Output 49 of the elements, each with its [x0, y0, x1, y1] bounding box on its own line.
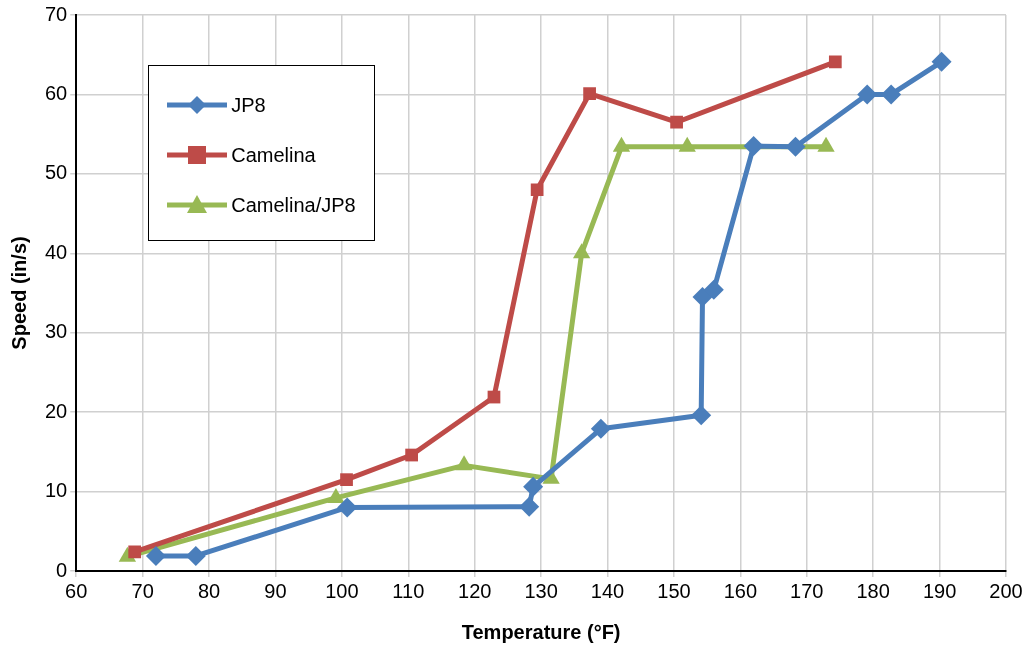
y-tick-label: 30	[45, 320, 68, 343]
point	[145, 545, 166, 566]
x-axis-title: Temperature (°F)	[461, 620, 621, 643]
point	[691, 405, 712, 426]
point	[703, 279, 724, 300]
x-tick-label: 160	[723, 579, 758, 602]
y-tick-label: 60	[45, 81, 68, 104]
x-tick-label: 60	[65, 579, 88, 602]
x-tick-label: 130	[524, 579, 558, 602]
y-tick-label: 70	[45, 2, 68, 25]
point	[881, 84, 902, 105]
point	[931, 51, 952, 72]
point	[583, 87, 596, 100]
x-tick-label: 100	[325, 579, 359, 602]
x-tick-label: 200	[989, 579, 1023, 602]
point	[670, 115, 683, 129]
legend-label: JP8	[231, 93, 266, 117]
y-axis-title: Speed (in/s)	[7, 236, 30, 350]
point	[519, 496, 540, 517]
point	[340, 473, 353, 487]
point	[785, 136, 806, 157]
x-tick-label: 170	[790, 579, 824, 602]
x-tick-label: 70	[131, 579, 154, 602]
x-tick-label: 120	[458, 579, 492, 602]
legend-label: Camelina	[231, 143, 316, 167]
point	[405, 448, 418, 462]
point	[128, 545, 142, 559]
y-tick-label: 40	[45, 240, 68, 263]
point	[692, 286, 713, 307]
y-tick-label: 0	[56, 558, 68, 581]
point	[337, 497, 358, 518]
y-tick-label: 50	[45, 161, 68, 184]
point	[185, 545, 206, 566]
point	[590, 418, 611, 439]
x-tick-label: 110	[392, 579, 425, 602]
legend-label: Camelina/JP8	[231, 193, 356, 217]
point	[828, 55, 842, 69]
y-tick-label: 10	[45, 479, 68, 502]
x-tick-label: 80	[197, 579, 221, 602]
point	[857, 84, 878, 105]
x-tick-label: 180	[856, 579, 890, 602]
y-tick-label: 20	[45, 399, 68, 422]
x-tick-label: 90	[264, 579, 287, 602]
x-tick-label: 190	[922, 579, 957, 602]
x-tick-label: 140	[590, 579, 625, 602]
point	[743, 136, 764, 157]
point	[523, 476, 544, 497]
point	[530, 183, 544, 197]
x-tick-label: 150	[657, 579, 691, 602]
